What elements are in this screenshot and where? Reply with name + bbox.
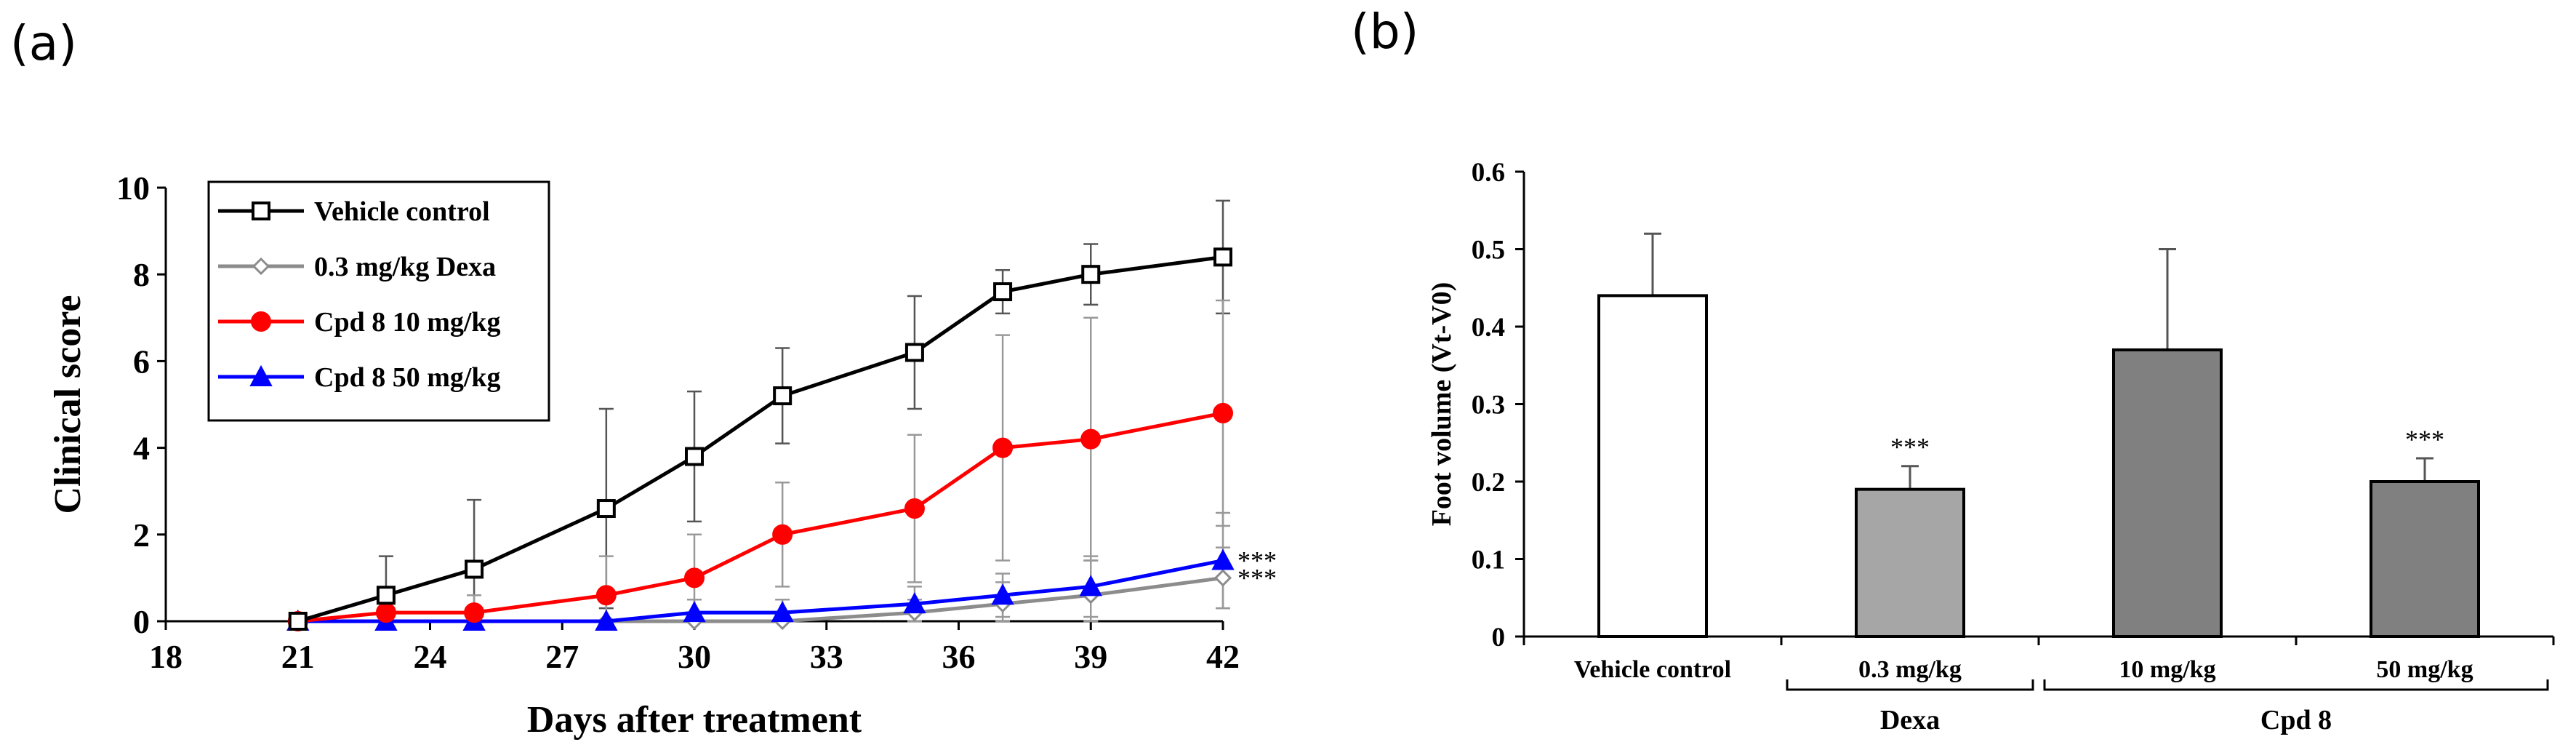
data-point <box>773 386 793 406</box>
legend-label: Cpd 8 10 mg/kg <box>314 307 501 338</box>
significance-label: *** <box>2405 425 2444 454</box>
foot-volume-bar-chart: 0 0.1 0.2 0.3 0.4 0.5 0.6 Foot volume (Vt-V0) Ve… <box>1427 158 2555 735</box>
data-point <box>1211 548 1235 570</box>
y-axis-title: Clinical score <box>47 295 89 514</box>
significance-label: *** <box>1890 433 1930 462</box>
x-tick-label: 21 <box>281 638 315 675</box>
data-point <box>375 602 396 623</box>
data-point <box>464 602 485 623</box>
legend-marker <box>251 311 271 332</box>
data-point <box>993 282 1013 302</box>
y-tick-label: 0.3 <box>1472 391 1505 420</box>
group-label: Cpd 8 <box>2260 705 2332 735</box>
x-tick-label: 18 <box>149 638 182 675</box>
series-line <box>297 559 1224 623</box>
y-axis-title: Foot volume (Vt-V0) <box>1427 282 1457 527</box>
category-label: 10 mg/kg <box>2119 656 2215 683</box>
series-line <box>297 255 1224 623</box>
group-bracket <box>1786 679 2034 691</box>
x-tick-label: 39 <box>1074 638 1107 675</box>
legend-label: Cpd 8 50 mg/kg <box>314 362 501 393</box>
legend-marker <box>252 202 270 220</box>
y-tick-label: 10 <box>116 169 150 207</box>
x-tick-label: 42 <box>1206 638 1240 675</box>
panel-label-a: (a) <box>10 15 77 71</box>
data-point <box>595 609 618 631</box>
data-point <box>376 586 396 605</box>
legend-marker <box>249 364 273 386</box>
data-point <box>1213 402 1233 423</box>
x-tick-label: 27 <box>545 638 579 675</box>
data-point <box>1213 569 1232 587</box>
group-bracket <box>2043 679 2549 691</box>
category-label: 50 mg/kg <box>2376 656 2473 683</box>
x-tick-label: 36 <box>942 638 976 675</box>
data-point <box>465 559 484 579</box>
y-tick-label: 0 <box>133 603 150 640</box>
x-tick-label: 30 <box>678 638 711 675</box>
category-label: Vehicle control <box>1574 656 1731 683</box>
x-tick-label: 24 <box>414 638 447 675</box>
y-tick-label: 0 <box>1492 623 1506 653</box>
group-label: Dexa <box>1880 705 1940 735</box>
y-tick-label: 0.2 <box>1472 468 1505 498</box>
significance-label: *** <box>1237 546 1277 575</box>
data-point <box>595 585 617 606</box>
panel-label-b: (b) <box>1351 4 1419 60</box>
bar <box>1855 487 1965 639</box>
data-point <box>683 600 706 623</box>
bar <box>2370 480 2480 638</box>
data-point <box>1079 575 1102 597</box>
data-point <box>684 567 705 589</box>
data-point <box>992 437 1014 458</box>
x-tick-label: 33 <box>810 638 843 675</box>
data-point <box>904 343 924 362</box>
y-tick-label: 2 <box>133 516 150 554</box>
y-tick-label: 0.5 <box>1472 236 1505 266</box>
data-point <box>904 498 925 519</box>
category-label: 0.3 mg/kg <box>1858 656 1962 683</box>
y-tick-label: 8 <box>133 256 150 293</box>
y-tick-label: 0.6 <box>1472 158 1505 188</box>
legend-label: Vehicle control <box>314 196 490 227</box>
legend-marker <box>252 257 270 276</box>
y-tick-label: 4 <box>133 430 150 467</box>
data-point <box>1213 247 1232 267</box>
data-point <box>685 447 704 466</box>
y-tick-label: 6 <box>133 343 150 380</box>
y-tick-label: 0.4 <box>1472 313 1505 343</box>
significance-label: *** <box>1237 563 1277 592</box>
data-point <box>596 499 616 519</box>
data-point <box>991 583 1014 605</box>
legend-label: 0.3 mg/kg Dexa <box>314 252 496 282</box>
data-point <box>771 600 794 623</box>
data-point <box>288 612 308 631</box>
data-point <box>1081 265 1101 284</box>
bar <box>2112 348 2223 638</box>
y-tick-label: 0.1 <box>1472 546 1505 575</box>
series-line <box>297 575 1224 623</box>
bar <box>1597 294 1708 638</box>
series-line <box>297 411 1224 623</box>
x-axis-title: Days after treatment <box>527 699 862 741</box>
data-point <box>772 524 793 545</box>
data-point <box>1080 428 1102 450</box>
data-point <box>903 592 926 614</box>
